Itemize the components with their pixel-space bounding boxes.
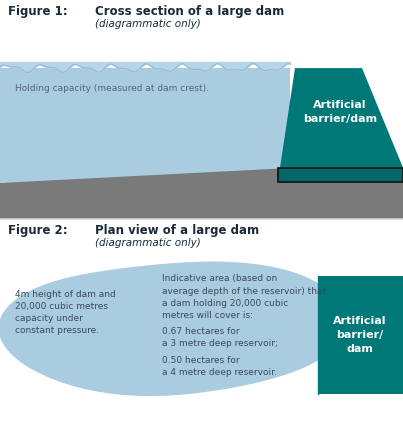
Text: 4m height of dam and
20,000 cubic metres
capacity under
constant pressure.: 4m height of dam and 20,000 cubic metres… [15, 290, 116, 335]
Polygon shape [318, 277, 403, 394]
Text: (diagrammatic only): (diagrammatic only) [95, 238, 201, 248]
Text: Artificial
barrier/dam: Artificial barrier/dam [303, 100, 377, 124]
Text: Figure 2:: Figure 2: [8, 224, 68, 236]
Text: Holding capacity (measured at dam crest).: Holding capacity (measured at dam crest)… [15, 84, 209, 94]
Text: Figure 1:: Figure 1: [8, 5, 68, 18]
Polygon shape [0, 68, 290, 183]
Text: Cross section of a large dam: Cross section of a large dam [95, 5, 284, 18]
Polygon shape [0, 261, 318, 396]
Polygon shape [280, 68, 403, 168]
Polygon shape [278, 168, 403, 182]
Text: 0.67 hectares for
a 3 metre deep reservoir;: 0.67 hectares for a 3 metre deep reservo… [162, 327, 278, 348]
Text: Indicative area (based on
average depth of the reservoir) that
a dam holding 20,: Indicative area (based on average depth … [162, 274, 326, 320]
Polygon shape [0, 168, 403, 218]
Text: Plan view of a large dam: Plan view of a large dam [95, 224, 259, 236]
Text: 0.50 hectares for
a 4 metre deep reservoir.: 0.50 hectares for a 4 metre deep reservo… [162, 356, 277, 377]
Text: (diagrammatic only): (diagrammatic only) [95, 19, 201, 29]
Text: Artificial
barrier/
dam: Artificial barrier/ dam [333, 316, 387, 354]
